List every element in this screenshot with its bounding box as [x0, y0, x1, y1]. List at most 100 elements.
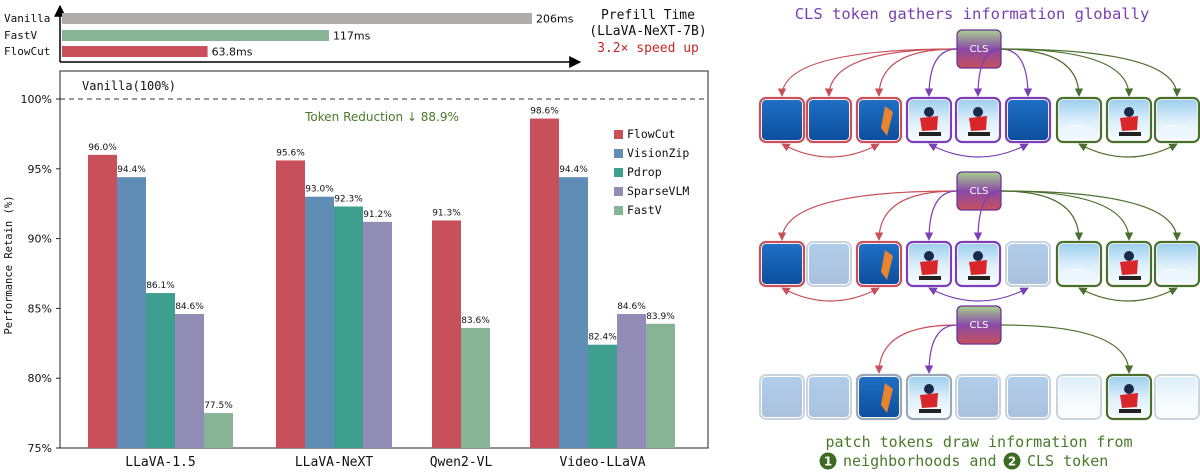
skier-head-icon [1124, 107, 1134, 117]
x-ticks: LLaVA-1.5 LLaVA-NeXT Qwen2-VL Video-LLaVA [125, 455, 645, 470]
y-tick-label: 90% [28, 233, 52, 246]
bar-pdrop-llava-1-5 [146, 293, 175, 448]
prefill-title-line1: Prefill Time [601, 8, 695, 23]
patch-border-red [758, 240, 806, 288]
faded-patch-border [1005, 374, 1051, 420]
skier-body-icon [1120, 116, 1138, 131]
faded-patch-border [759, 374, 805, 420]
faded-patch-border [1005, 241, 1051, 287]
ocean-patch-image [762, 100, 802, 140]
faded-patch-border [1056, 374, 1102, 420]
faded-patch-border [806, 374, 852, 420]
y-tick-label: 95% [28, 163, 52, 176]
skier-board-icon [919, 409, 941, 413]
cls-to-patch-arrow [824, 48, 958, 97]
skier-head-icon [1124, 251, 1134, 261]
faded-patch [958, 377, 998, 417]
patch-border-green [1153, 240, 1200, 288]
main-bars: 96.0% 94.4% 86.1% 84.6% 77.5% 95.6% 93.0%92.3%… [88, 107, 675, 448]
bar-value-label: 95.6% [276, 148, 305, 158]
skier-head-icon [973, 251, 983, 261]
cls-to-patch-arrow [973, 48, 1002, 97]
skier-body-icon [1120, 260, 1138, 275]
cls-to-patch-arrow [1000, 48, 1182, 97]
skier-board-icon [919, 132, 941, 136]
faded-patch [1008, 244, 1048, 284]
bar-flowcut-qwen2-vl [432, 220, 461, 448]
skier-head-icon [924, 384, 934, 394]
cls-to-patch-arrow [924, 48, 958, 97]
skier-body-icon [1120, 393, 1138, 408]
cls-to-patch-arrow [874, 48, 958, 97]
bar-sparsevlm-video-llava [617, 313, 646, 448]
skier-head-icon [924, 107, 934, 117]
legend-swatch-flowcut [614, 130, 623, 139]
y-axis-title: Performance Retain (%) [3, 195, 15, 334]
ocean-texture [859, 244, 899, 284]
neighborhood-arc-purple [928, 287, 1029, 302]
badge-2-number: 2 [1008, 455, 1016, 469]
ocean-texture [762, 100, 802, 140]
bar-flowcut-video-llava [530, 118, 559, 448]
bar-fastv-llava-1-5 [204, 413, 233, 448]
kite-patch-image [859, 377, 899, 417]
patch-border-green [1105, 373, 1153, 421]
performance-retain-chart: Vanilla(100%) Performance Retain (%) 75%… [3, 70, 709, 470]
cls-to-patch-arrow [874, 190, 958, 241]
legend-swatch-pdrop [614, 168, 623, 177]
skier-board-icon [968, 132, 990, 136]
kite-icon [881, 106, 893, 136]
bar-value-label: 83.9% [646, 312, 675, 322]
ocean-texture [1008, 377, 1048, 417]
y-tick-label: 75% [28, 442, 52, 455]
caption-neighborhoods: neighborhoods and [843, 452, 997, 470]
legend-swatch-visionzip [614, 149, 623, 158]
faded-patch-border [806, 241, 852, 287]
ocean-texture [859, 377, 899, 417]
faded-patch [1059, 377, 1099, 417]
prefill-category-label: FastV [4, 29, 37, 42]
cls-token-label: CLS [970, 44, 989, 55]
snow-slope [1061, 401, 1097, 415]
skier-patch-image [1109, 100, 1149, 140]
cls-to-patch-arrow [924, 190, 958, 241]
skier-board-icon [1119, 276, 1141, 280]
kite-patch-image [859, 100, 899, 140]
neighborhood-arc-red [781, 143, 880, 158]
x-tick-label: Qwen2-VL [430, 455, 493, 470]
speedup-annotation: 3.2× speed up [597, 41, 699, 56]
kite-icon [881, 383, 893, 413]
x-tick-label: LLaVA-1.5 [125, 455, 195, 470]
snow-patch-image [1059, 244, 1099, 284]
patch-border-red [855, 240, 903, 288]
bar-visionzip-video-llava [559, 177, 588, 448]
ocean-texture [1008, 100, 1048, 140]
ocean-texture [762, 377, 802, 417]
neighborhood-arc-green [1078, 143, 1178, 158]
bar-value-label: 86.1% [146, 281, 175, 291]
prefill-value-label: 63.8ms [212, 46, 253, 59]
x-tick-label: LLaVA-NeXT [295, 455, 373, 470]
faded-patch-border [955, 374, 1001, 420]
diagram-caption-line1: patch tokens draw information from [825, 433, 1132, 451]
bar-fastv-qwen2-vl [461, 327, 490, 448]
bar-value-label: 84.6% [617, 302, 646, 312]
ocean-texture [1008, 244, 1048, 284]
skier-body-icon [969, 116, 987, 131]
caption-cls-token: CLS token [1027, 452, 1108, 470]
y-ticks: 75% 80% 85% 90% 95% 100% [21, 93, 60, 455]
ocean-texture [859, 100, 899, 140]
bar-sparsevlm-llava-next [363, 221, 392, 448]
vanilla-reference-label: Vanilla(100%) [82, 79, 176, 93]
prefill-bar-fastv [62, 30, 329, 41]
patch-border-green [1055, 240, 1103, 288]
badge-1-icon [819, 452, 837, 470]
prefill-category-label: Vanilla [4, 12, 50, 25]
cls-to-patch-arrow [1000, 190, 1182, 241]
faded-patch [1157, 377, 1197, 417]
cls-token-label: CLS [970, 320, 989, 331]
bar-value-label: 96.0% [88, 143, 117, 153]
faded-patch [762, 377, 802, 417]
bar-value-label: 83.6% [461, 316, 490, 326]
